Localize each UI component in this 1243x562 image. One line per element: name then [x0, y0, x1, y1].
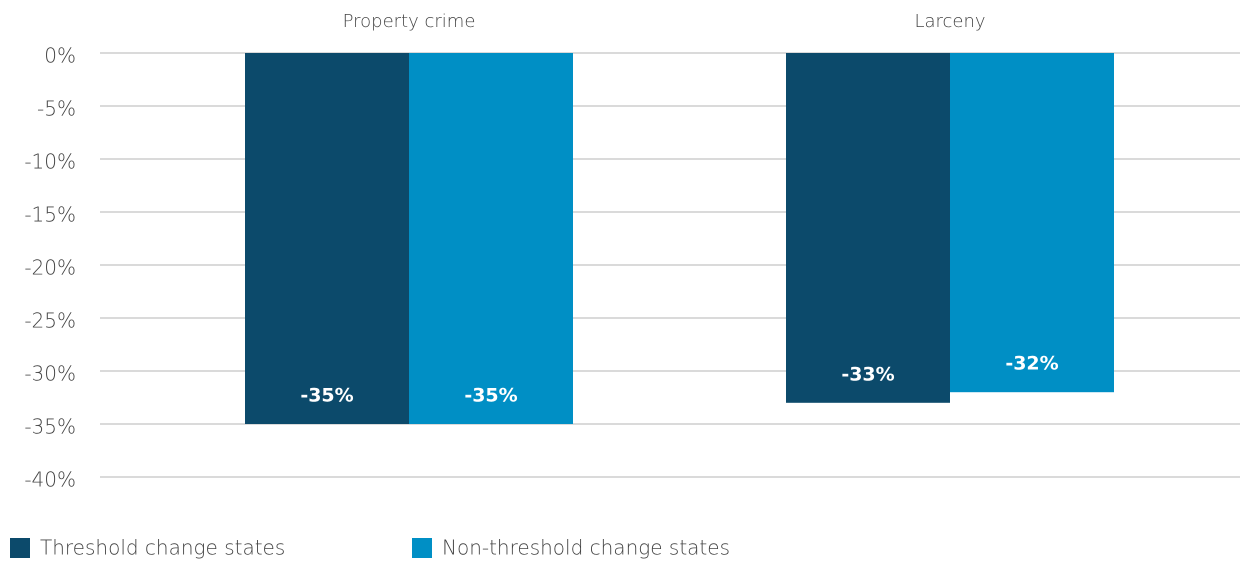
legend-label: Non-threshold change states: [442, 536, 730, 560]
legend-label: Threshold change states: [40, 536, 285, 560]
y-tick-label: -10%: [24, 150, 76, 174]
legend-swatch: [412, 538, 432, 558]
y-tick-label: -15%: [24, 203, 76, 227]
y-tick-label: -20%: [24, 256, 76, 280]
y-tick-label: -35%: [24, 415, 76, 439]
bar: [786, 53, 950, 403]
x-tick-label: Larceny: [914, 11, 985, 32]
bar: [950, 53, 1114, 393]
y-tick-label: -30%: [24, 362, 76, 386]
bar: [409, 53, 573, 424]
y-tick-label: -25%: [24, 309, 76, 333]
legend-swatch: [10, 538, 30, 558]
y-tick-label: -40%: [24, 468, 76, 492]
y-tick-label: -5%: [37, 97, 76, 121]
bar: [245, 53, 409, 424]
x-tick-label: Property crime: [343, 11, 476, 32]
y-tick-label: 0%: [44, 44, 76, 68]
value-label: -32%: [1005, 353, 1058, 375]
value-label: -35%: [464, 385, 517, 407]
value-label: -35%: [300, 385, 353, 407]
value-label: -33%: [841, 363, 894, 385]
